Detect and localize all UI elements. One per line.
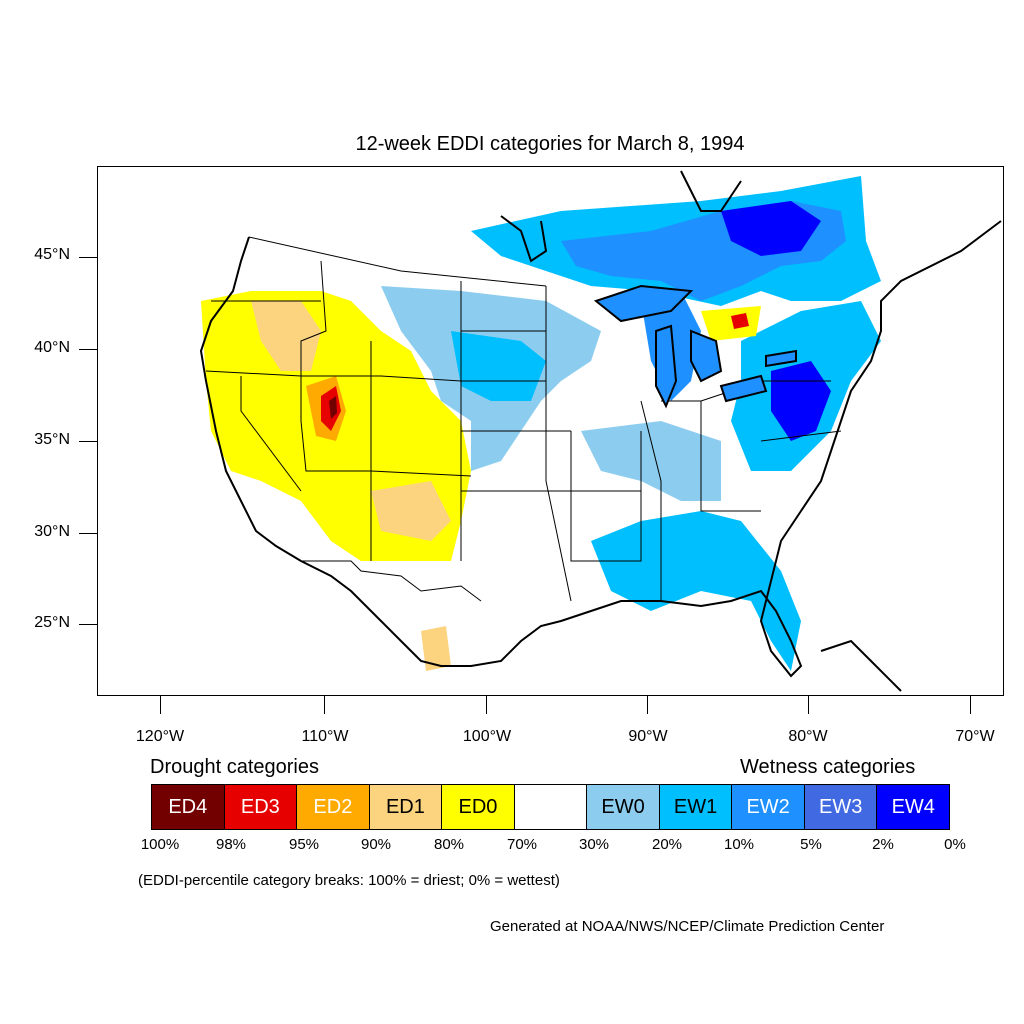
category-label: EW1 [673,795,718,818]
border-lat-42 [205,370,546,382]
percentile-label: 90% [360,836,392,853]
category-neutral [514,785,588,829]
lake-ontario [765,349,797,368]
percentile-label: 95% [288,836,320,853]
category-label: EW0 [601,795,645,818]
category-label: ED4 [168,795,208,818]
lat-label-45: 45°N [34,246,70,263]
lon-tick [160,696,161,714]
percentile-label: 5% [800,836,822,853]
lat-tick [79,441,97,442]
percentile-label: 80% [433,836,465,853]
lon-label-110: 110°W [301,728,349,745]
drought-region-ontario [701,306,761,341]
lake-huron [690,329,723,383]
drought-region-mexico [421,626,451,671]
category-label: ED1 [385,795,425,818]
drought-regions [201,291,761,671]
category-label: EW3 [819,795,863,818]
lat-tick [79,624,97,625]
category-ed3: ED3 [224,785,298,829]
border-southeast [661,400,761,512]
category-label: ED3 [240,795,280,818]
coast-caribbean [820,639,902,692]
great-lakes [593,284,797,409]
lat-label-35: 35°N [34,431,70,448]
border-idaho [300,260,327,421]
lon-tick [647,696,648,714]
drought-region-ontario-core [731,313,749,329]
drought-region-oregon [251,301,321,371]
category-ew4: EW4 [877,785,950,829]
percentile-label: 98% [215,836,247,853]
border-plains-east [545,286,572,602]
lon-label-90: 90°W [628,728,668,745]
lon-tick [970,696,971,714]
border-us-canada [248,236,547,287]
lon-tick [808,696,809,714]
lon-tick [486,696,487,714]
category-colorbar: ED4 ED3 ED2 ED1 ED0 EW0 EW1 EW2 EW3 EW4 [151,784,950,830]
lon-label-100: 100°W [462,728,512,745]
percentile-label: 10% [723,836,755,853]
lake-michigan [655,324,678,409]
percentile-label: 70% [506,836,538,853]
border-virginia [760,430,842,442]
category-ew3: EW3 [804,785,878,829]
lon-label-70: 70°W [955,728,995,745]
legend-note: (EDDI-percentile category breaks: 100% =… [138,872,560,889]
wetness-categories-title: Wetness categories [740,756,916,778]
lon-label-80: 80°W [788,728,828,745]
category-label: ED2 [313,795,353,818]
lat-tick [79,533,97,534]
lon-tick [324,696,325,714]
border-arkansas [570,431,642,562]
wet-region-nebraska [451,331,546,401]
wetness-regions [381,176,881,671]
coastlines [199,220,1002,678]
category-ew0: EW0 [587,785,660,829]
drought-region-newmexico [371,481,451,541]
coast-james-bay [680,170,742,212]
percentile-label: 30% [578,836,610,853]
lat-tick [79,349,97,350]
category-label: ED0 [458,795,498,818]
percentile-label: 2% [872,836,894,853]
category-ed4: ED4 [152,785,225,829]
wet-region-mississippi [581,421,721,501]
footer-credit: Generated at NOAA/NWS/NCEP/Climate Predi… [490,918,885,935]
percentile-label: 0% [944,836,966,853]
lake-superior [593,284,694,323]
lat-label-40: 40°N [34,339,70,356]
lat-tick [79,257,97,258]
border-mississippi-river [640,400,662,601]
border-four-corners [300,420,472,477]
category-ew2: EW2 [732,785,805,829]
state-borders [205,236,842,602]
lon-label-120: 120°W [135,728,185,745]
category-ew1: EW1 [659,785,733,829]
border-california-nevada [240,376,302,492]
category-label: EW4 [891,795,935,818]
percentile-label: 20% [651,836,683,853]
drought-region-utah-extreme [329,396,337,419]
category-ed2: ED2 [297,785,370,829]
coast-lake-of-woods [500,215,548,263]
drought-categories-title: Drought categories [150,756,319,778]
wet-region-core [721,201,821,256]
percentile-label: 100% [140,836,180,853]
lat-label-25: 25°N [34,614,70,631]
map-title: 12-week EDDI categories for March 8, 199… [355,133,745,155]
northern-coast [500,170,902,692]
category-ed0: ED0 [442,785,515,829]
lake-erie [719,374,768,403]
eddi-map [97,166,1004,696]
coastline-path [199,220,1002,678]
wet-region-gulf [591,511,801,671]
contiguous-us-outline-icon [199,170,1002,692]
lat-label-30: 30°N [34,523,70,540]
category-label: EW2 [746,795,790,818]
border-us-mexico [275,545,482,602]
category-ed1: ED1 [369,785,443,829]
